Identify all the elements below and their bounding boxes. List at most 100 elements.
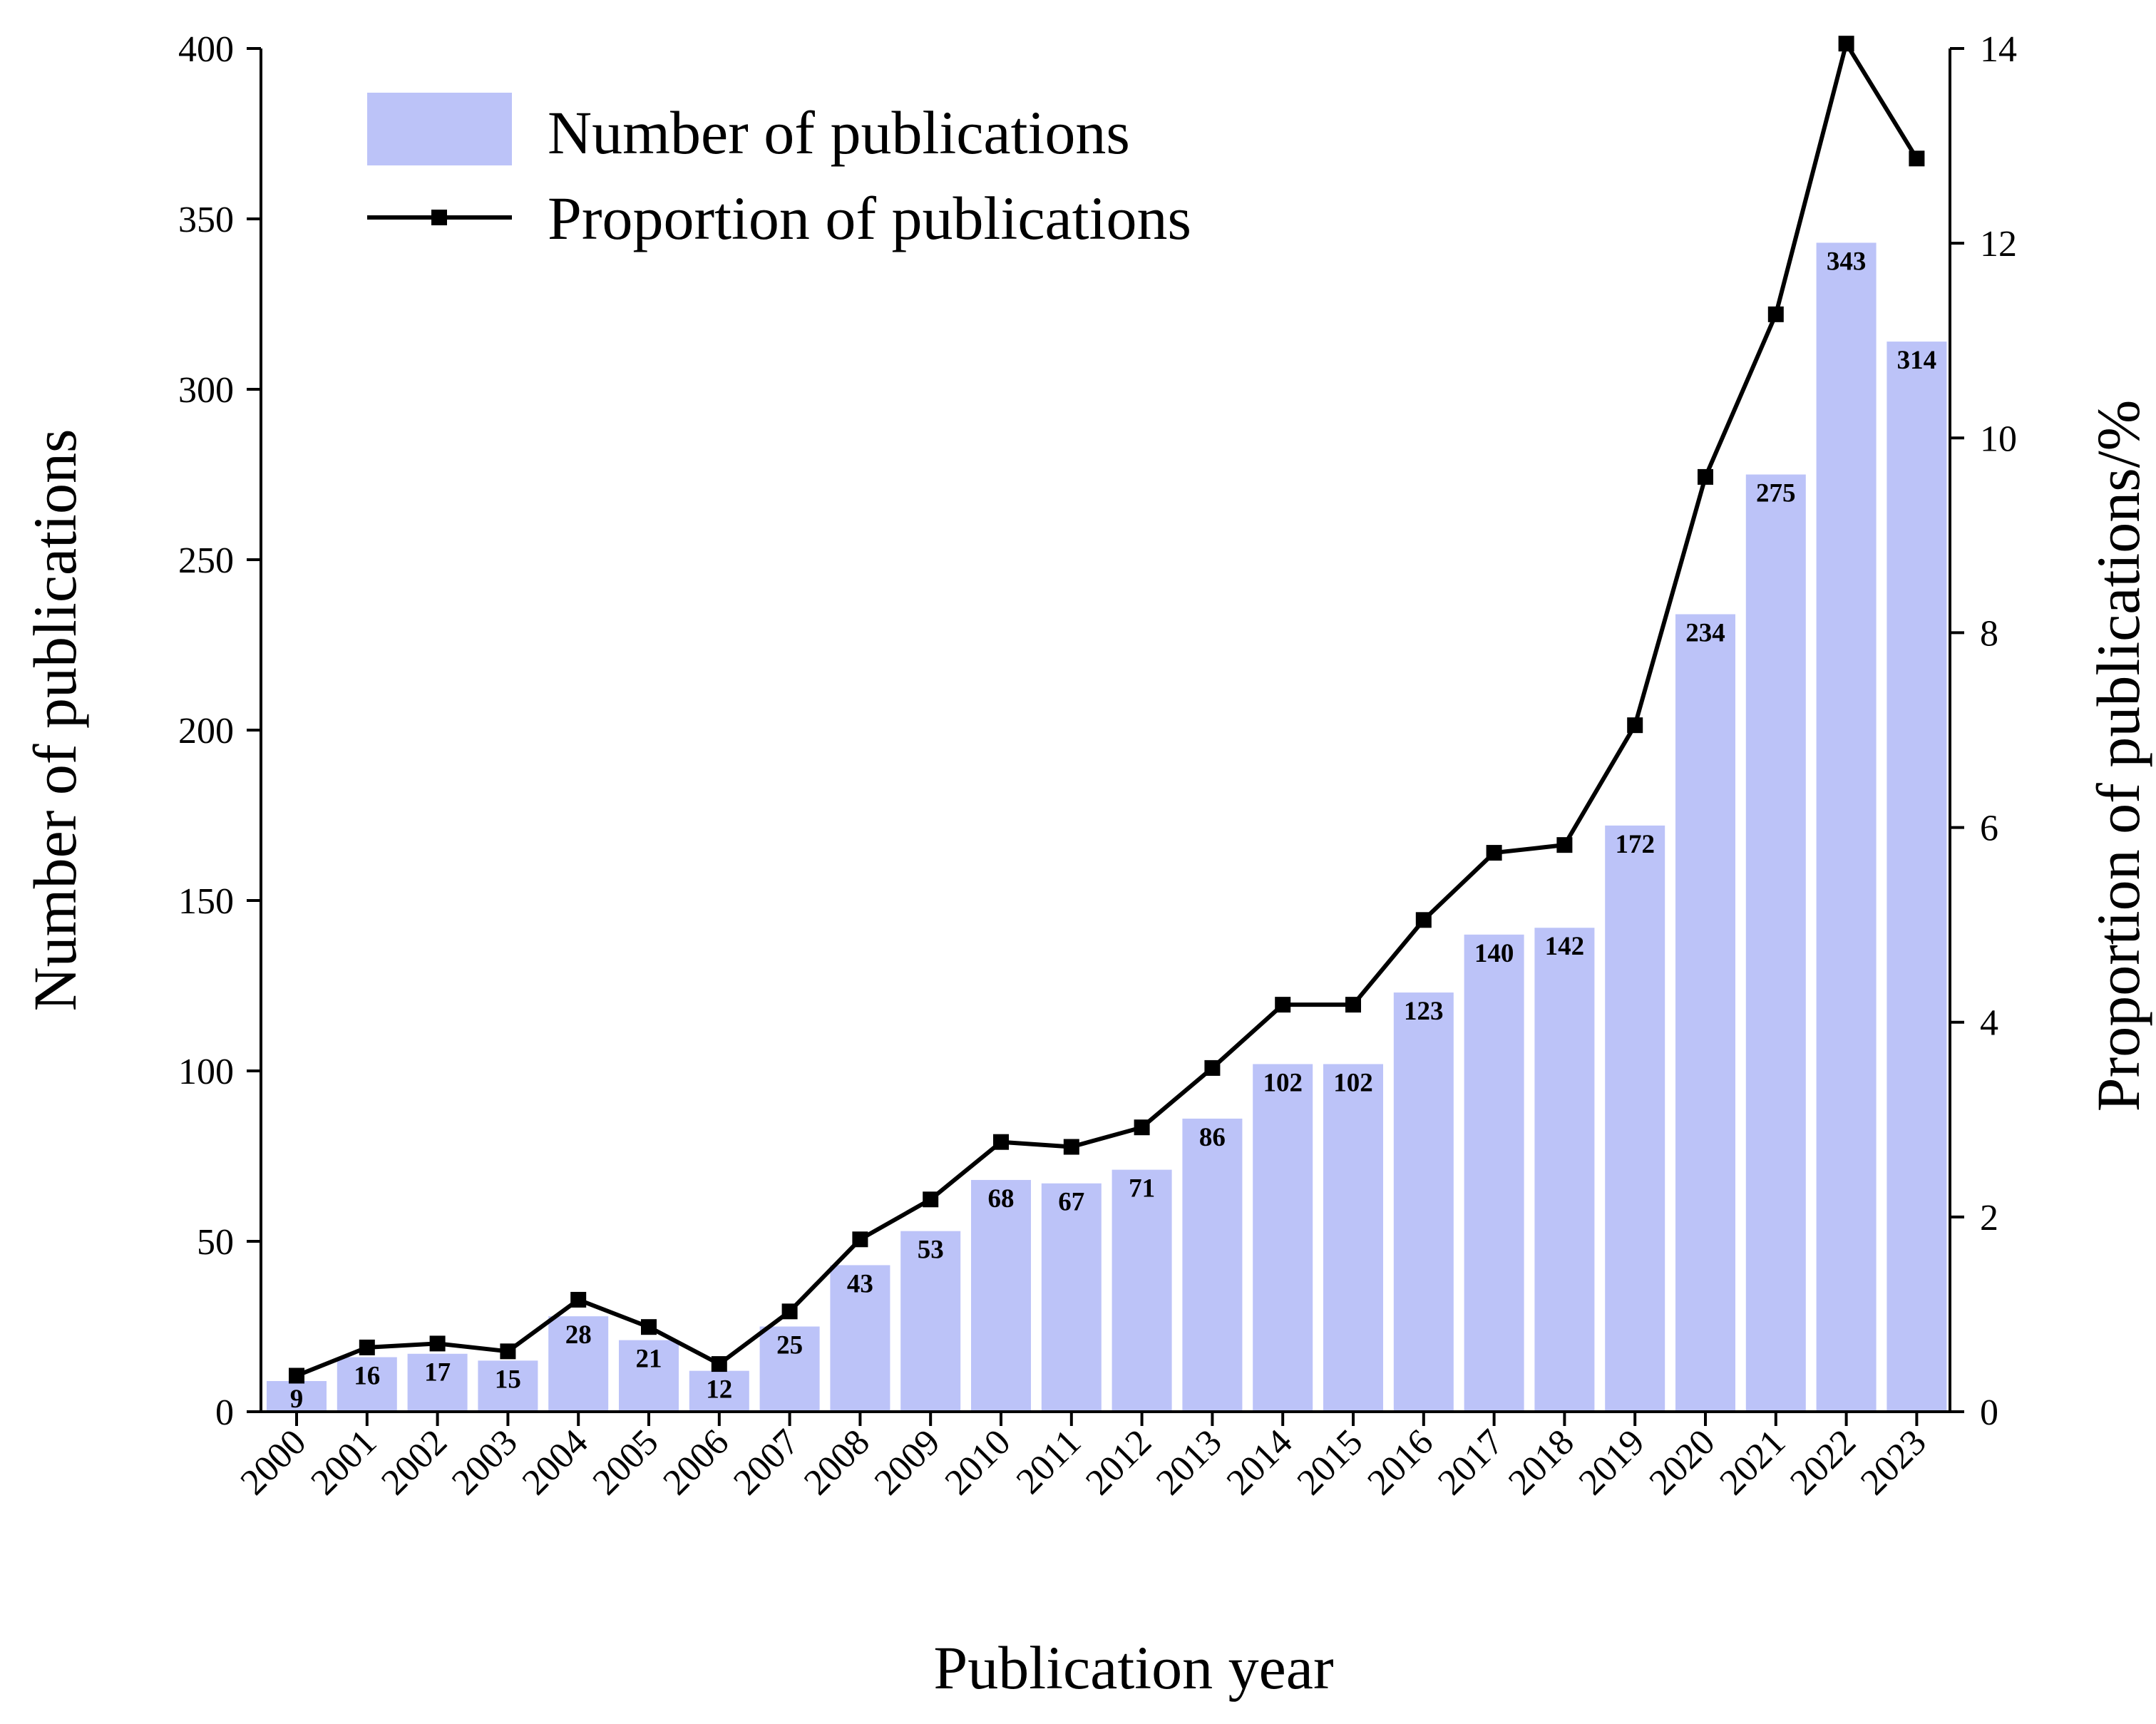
y2-tick-label-2: 2 [1980,1198,1998,1238]
y2-tick-label-8: 8 [1980,613,1998,654]
bar-value-label-2023: 314 [1897,346,1937,375]
proportion-marker-2018 [1556,837,1573,853]
line-layer [289,36,1925,1384]
x-tick-label-2018: 2018 [1501,1422,1582,1503]
bar-value-label-2002: 17 [424,1358,451,1387]
bar-value-label-2022: 343 [1827,247,1867,276]
x-tick-label-2013: 2013 [1149,1422,1230,1503]
y-tick-label-400: 400 [178,29,234,70]
proportion-marker-2020 [1698,468,1713,485]
bar-value-label-2017: 140 [1474,939,1514,968]
bar-2002 [407,1353,468,1412]
bar-2014 [1253,1064,1313,1412]
proportion-marker-2015 [1345,997,1361,1013]
x-tick-label-2011: 2011 [1009,1422,1089,1502]
proportion-marker-2011 [1063,1139,1079,1155]
bar-2012 [1112,1169,1172,1412]
y2-tick-label-0: 0 [1980,1392,1998,1433]
x-tick-label-2005: 2005 [585,1422,667,1503]
bar-2005 [619,1340,679,1412]
bar-value-label-2006: 12 [706,1375,732,1405]
legend-label-bars: Number of publications [548,98,1130,167]
x-tick-label-2003: 2003 [444,1422,525,1503]
bar-2022 [1816,242,1877,1412]
proportion-marker-2022 [1838,36,1854,52]
y-tick-label-100: 100 [178,1052,234,1092]
x-tick-label-2022: 2022 [1782,1422,1864,1503]
legend: Number of publications Proportion of publ… [367,93,1191,252]
proportion-marker-2019 [1627,717,1643,734]
proportion-marker-2012 [1134,1119,1150,1136]
x-tick-label-2015: 2015 [1290,1422,1371,1503]
y-tick-label-50: 50 [197,1222,234,1263]
bar-2023 [1886,342,1947,1412]
x-axis-title: Publication year [933,1633,1333,1702]
x-tick-label-2021: 2021 [1712,1422,1793,1503]
x-tick-label-2019: 2019 [1571,1422,1653,1503]
legend-label-line: Proportion of publications [548,184,1191,252]
y2-tick-label-6: 6 [1980,809,1998,849]
bars-layer [267,242,1947,1412]
bar-value-label-2008: 43 [847,1269,873,1298]
proportion-marker-2013 [1204,1059,1221,1076]
bar-value-label-2010: 68 [988,1184,1015,1214]
proportion-marker-2002 [429,1335,446,1352]
bar-value-label-2007: 25 [776,1331,803,1360]
x-tick-label-2000: 2000 [233,1422,314,1503]
bar-value-label-2018: 142 [1545,932,1585,961]
proportion-marker-2010 [993,1134,1009,1150]
bar-value-label-2001: 16 [354,1362,380,1391]
bar-value-label-2012: 71 [1129,1174,1155,1204]
x-tick-label-2006: 2006 [655,1422,736,1503]
proportion-marker-2017 [1486,845,1502,861]
bar-2013 [1182,1118,1243,1412]
x-tick-label-2002: 2002 [374,1422,455,1503]
legend-swatch-marker [431,210,447,225]
x-tick-label-2014: 2014 [1219,1422,1300,1503]
y-axis-title: Number of publications [21,429,89,1012]
proportion-marker-2005 [641,1319,657,1335]
proportion-marker-2000 [289,1368,304,1384]
bar-2008 [830,1265,890,1412]
x-tick-label-2023: 2023 [1853,1422,1934,1503]
proportion-marker-2001 [359,1339,375,1355]
y2-axis-title: Proportion of publications/% [2084,400,2152,1112]
bar-2011 [1041,1183,1102,1412]
bar-2020 [1675,614,1735,1412]
bar-value-label-2004: 28 [565,1320,592,1350]
bar-value-label-2013: 86 [1199,1123,1226,1152]
y-tick-label-0: 0 [215,1392,234,1433]
bar-2007 [759,1326,820,1412]
bar-2017 [1464,934,1524,1412]
bar-value-label-2014: 102 [1263,1068,1303,1097]
x-tick-label-2007: 2007 [726,1422,807,1503]
proportion-marker-2006 [711,1356,727,1372]
bar-value-label-2000: 9 [290,1385,304,1414]
bar-value-label-2009: 53 [918,1236,944,1265]
x-tick-label-2017: 2017 [1430,1422,1511,1503]
bar-2004 [548,1316,609,1412]
bar-2006 [689,1370,749,1412]
proportion-marker-2023 [1909,150,1925,167]
bar-2016 [1393,992,1454,1412]
bar-2021 [1745,474,1806,1412]
y-tick-label-350: 350 [178,200,234,240]
bar-2001 [337,1357,397,1412]
y2-tick-label-10: 10 [1980,419,2017,459]
bar-value-label-2020: 234 [1685,618,1725,647]
y-tick-label-250: 250 [178,540,234,581]
proportion-line [295,41,1919,1378]
x-tick-label-2020: 2020 [1642,1422,1723,1503]
x-tick-label-2004: 2004 [515,1422,596,1503]
bar-2019 [1605,825,1665,1412]
bar-value-label-2015: 102 [1333,1068,1373,1097]
proportion-marker-2016 [1415,912,1432,928]
bar-2000 [267,1380,327,1412]
x-tick-label-2009: 2009 [867,1422,948,1503]
y-tick-label-300: 300 [178,370,234,411]
bar-value-label-2003: 15 [495,1365,521,1394]
bar-value-label-2005: 21 [636,1345,662,1374]
y2-tick-label-12: 12 [1980,224,2017,265]
